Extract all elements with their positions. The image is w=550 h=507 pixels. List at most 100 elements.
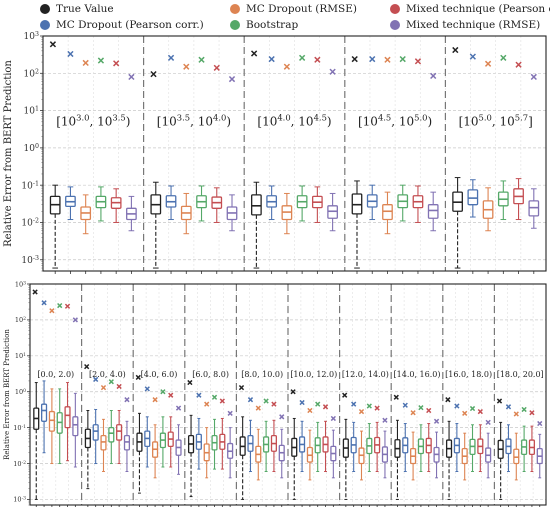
marker-x [454,403,460,409]
marker-stroke [314,56,321,63]
marker-stroke [279,414,285,420]
marker-stroke [418,405,424,411]
marker-stroke [414,58,422,65]
marker-stroke [469,405,476,412]
y-tick-label: 103 [24,31,39,43]
marker-x [32,289,38,295]
marker-x [57,302,63,309]
legend-label: Mixed technique (RMSE) [406,19,541,31]
marker-x [152,397,158,403]
marker-x [342,392,348,398]
marker-stroke [128,73,135,81]
marker-stroke [82,59,89,67]
marker-stroke [307,407,313,414]
marker-x [469,405,476,412]
marker-x [198,56,205,63]
marker-x [167,54,175,61]
group-label: [104.0, 104.5) [257,112,331,128]
marker-stroke [358,408,365,415]
marker-x [279,414,285,420]
marker-x [351,401,357,407]
marker-stroke [513,411,519,417]
marker-stroke [454,403,460,409]
marker-stroke [183,63,190,70]
marker-stroke [469,53,476,60]
marker-x [307,407,313,414]
y-tick-label: 100 [15,387,26,396]
marker-stroke [393,394,399,400]
box-body [40,403,48,422]
box-body [382,204,393,221]
box-body [116,424,123,441]
marker-stroke [485,419,491,426]
marker-x [529,410,535,416]
marker-x [247,397,254,403]
marker-stroke [64,303,71,309]
marker-x [183,63,190,70]
marker-x [213,64,220,71]
marker-stroke [187,379,193,386]
marker-x [82,59,89,67]
marker-x [283,63,291,70]
y-tick-label: 101 [24,105,39,117]
marker-stroke [32,289,38,295]
marker-stroke [374,405,380,411]
marker-stroke [250,50,258,57]
marker-stroke [168,392,174,398]
marker-x [399,55,406,63]
box-body [72,416,79,437]
marker-x [299,399,305,406]
legend-item: Bootstrap [230,18,298,32]
marker-stroke [227,410,233,416]
marker-x [329,68,336,75]
legend-item: True Value [40,2,114,16]
legend-marker [40,20,50,30]
marker-x [298,54,306,61]
marker-stroke [462,410,468,416]
marker-stroke [283,63,291,70]
marker-stroke [290,389,296,395]
marker-stroke [150,70,157,78]
marker-x [124,397,130,403]
marker-x [322,404,329,410]
group-label: [10.0, 12.0) [290,370,337,379]
marker-stroke [67,50,74,58]
marker-x [410,410,416,416]
marker-x [64,303,71,309]
marker-stroke [399,55,406,63]
marker-x [500,54,507,61]
marker-x [351,55,358,63]
marker-stroke [426,407,432,414]
marker-x [393,394,399,400]
marker-stroke [298,54,306,61]
group-label: [103.5, 104.0) [157,112,231,128]
marker-stroke [72,317,78,323]
marker-x [160,389,166,395]
marker-stroke [167,54,175,61]
marker-x [255,405,261,411]
marker-x [382,417,388,423]
marker-x [515,61,522,68]
marker-stroke [49,308,55,314]
marker-x [41,300,47,306]
marker-x [513,411,519,417]
marker-stroke [100,384,107,391]
marker-x [116,383,122,390]
marker-x [204,401,210,407]
box-body [427,204,439,219]
marker-x [150,70,157,78]
marker-stroke [445,397,451,403]
marker-x [97,57,105,64]
marker-stroke [135,374,141,381]
marker-stroke [84,363,90,370]
marker-stroke [515,61,522,68]
marker-x [72,317,78,323]
y-tick-label: 102 [24,68,39,80]
marker-x [211,394,218,400]
marker-stroke [228,75,236,83]
legend-item: MC Dropout (RMSE) [230,2,357,16]
legend-label: MC Dropout (RMSE) [246,3,357,15]
marker-x [418,405,424,411]
legend-item: MC Dropout (Pearson corr.) [40,18,204,32]
